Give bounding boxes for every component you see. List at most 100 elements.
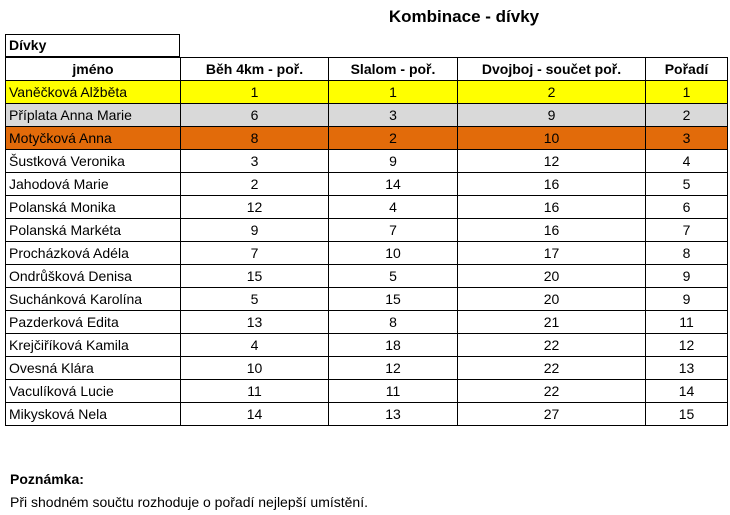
sum-cell: 21 (457, 310, 646, 334)
category-label: Dívky (5, 34, 180, 57)
header-rank: Pořadí (645, 57, 728, 81)
rank-cell: 2 (645, 103, 728, 127)
run-cell: 10 (180, 356, 329, 380)
slalom-cell: 8 (328, 310, 458, 334)
sheet-title: Kombinace - dívky (388, 7, 540, 26)
slalom-cell: 9 (328, 149, 458, 173)
name-cell: Procházková Adéla (5, 241, 181, 265)
run-cell: 13 (180, 310, 329, 334)
table-row: Motyčková Anna 8 2 10 3 (5, 126, 728, 150)
rank-cell: 8 (645, 241, 728, 265)
sum-cell: 16 (457, 218, 646, 242)
table-row: Jahodová Marie 2 14 16 5 (5, 172, 728, 196)
note-text: Při shodném součtu rozhoduje o pořadí ne… (10, 494, 368, 510)
table-row: Polanská Markéta 9 7 16 7 (5, 218, 728, 242)
table-row: Příplata Anna Marie 6 3 9 2 (5, 103, 728, 127)
run-cell: 2 (180, 172, 329, 196)
title-area: Kombinace - dívky (0, 0, 730, 30)
results-table: jméno Běh 4km - poř. Slalom - poř. Dvojb… (5, 57, 728, 426)
run-cell: 12 (180, 195, 329, 219)
sum-cell: 16 (457, 195, 646, 219)
name-cell: Ondrůšková Denisa (5, 264, 181, 288)
run-cell: 5 (180, 287, 329, 311)
sum-cell: 20 (457, 287, 646, 311)
run-cell: 4 (180, 333, 329, 357)
sum-cell: 22 (457, 333, 646, 357)
name-cell: Příplata Anna Marie (5, 103, 181, 127)
rank-cell: 5 (645, 172, 728, 196)
slalom-cell: 15 (328, 287, 458, 311)
name-cell: Vaculíková Lucie (5, 379, 181, 403)
run-cell: 1 (180, 80, 329, 104)
slalom-cell: 7 (328, 218, 458, 242)
slalom-cell: 10 (328, 241, 458, 265)
table-row: Ondrůšková Denisa 15 5 20 9 (5, 264, 728, 288)
table-row: Vaněčková Alžběta 1 1 2 1 (5, 80, 728, 104)
run-cell: 6 (180, 103, 329, 127)
name-cell: Pazderková Edita (5, 310, 181, 334)
rank-cell: 9 (645, 287, 728, 311)
rank-cell: 13 (645, 356, 728, 380)
sum-cell: 12 (457, 149, 646, 173)
table-row: Mikysková Nela 14 13 27 15 (5, 402, 728, 426)
sum-cell: 20 (457, 264, 646, 288)
slalom-cell: 5 (328, 264, 458, 288)
note-title: Poznámka: (10, 471, 84, 487)
name-cell: Krejčiříková Kamila (5, 333, 181, 357)
rank-cell: 4 (645, 149, 728, 173)
run-cell: 14 (180, 402, 329, 426)
slalom-cell: 1 (328, 80, 458, 104)
sum-cell: 22 (457, 379, 646, 403)
run-cell: 7 (180, 241, 329, 265)
name-cell: Jahodová Marie (5, 172, 181, 196)
name-cell: Mikysková Nela (5, 402, 181, 426)
table-row: Polanská Monika 12 4 16 6 (5, 195, 728, 219)
rank-cell: 11 (645, 310, 728, 334)
sum-cell: 10 (457, 126, 646, 150)
rank-cell: 3 (645, 126, 728, 150)
header-slalom: Slalom - poř. (328, 57, 458, 81)
sum-cell: 27 (457, 402, 646, 426)
sum-cell: 16 (457, 172, 646, 196)
rank-cell: 14 (645, 379, 728, 403)
slalom-cell: 4 (328, 195, 458, 219)
sum-cell: 2 (457, 80, 646, 104)
slalom-cell: 12 (328, 356, 458, 380)
table-row: Krejčiříková Kamila 4 18 22 12 (5, 333, 728, 357)
run-cell: 15 (180, 264, 329, 288)
rank-cell: 7 (645, 218, 728, 242)
sum-cell: 9 (457, 103, 646, 127)
rank-cell: 9 (645, 264, 728, 288)
sum-cell: 17 (457, 241, 646, 265)
table-row: Suchánková Karolína 5 15 20 9 (5, 287, 728, 311)
name-cell: Šustková Veronika (5, 149, 181, 173)
slalom-cell: 13 (328, 402, 458, 426)
name-cell: Motyčková Anna (5, 126, 181, 150)
table-row: Ovesná Klára 10 12 22 13 (5, 356, 728, 380)
name-cell: Vaněčková Alžběta (5, 80, 181, 104)
name-cell: Ovesná Klára (5, 356, 181, 380)
rank-cell: 12 (645, 333, 728, 357)
run-cell: 9 (180, 218, 329, 242)
run-cell: 11 (180, 379, 329, 403)
name-cell: Polanská Monika (5, 195, 181, 219)
table-row: Vaculíková Lucie 11 11 22 14 (5, 379, 728, 403)
header-name: jméno (5, 57, 181, 81)
rank-cell: 15 (645, 402, 728, 426)
rank-cell: 6 (645, 195, 728, 219)
sum-cell: 22 (457, 356, 646, 380)
header-run: Běh 4km - poř. (180, 57, 329, 81)
run-cell: 3 (180, 149, 329, 173)
slalom-cell: 14 (328, 172, 458, 196)
slalom-cell: 2 (328, 126, 458, 150)
header-combined-sum: Dvojboj - součet poř. (457, 57, 646, 81)
slalom-cell: 11 (328, 379, 458, 403)
header-row: jméno Běh 4km - poř. Slalom - poř. Dvojb… (5, 57, 728, 81)
slalom-cell: 18 (328, 333, 458, 357)
run-cell: 8 (180, 126, 329, 150)
slalom-cell: 3 (328, 103, 458, 127)
name-cell: Polanská Markéta (5, 218, 181, 242)
rank-cell: 1 (645, 80, 728, 104)
table-row: Pazderková Edita 13 8 21 11 (5, 310, 728, 334)
table-row: Šustková Veronika 3 9 12 4 (5, 149, 728, 173)
